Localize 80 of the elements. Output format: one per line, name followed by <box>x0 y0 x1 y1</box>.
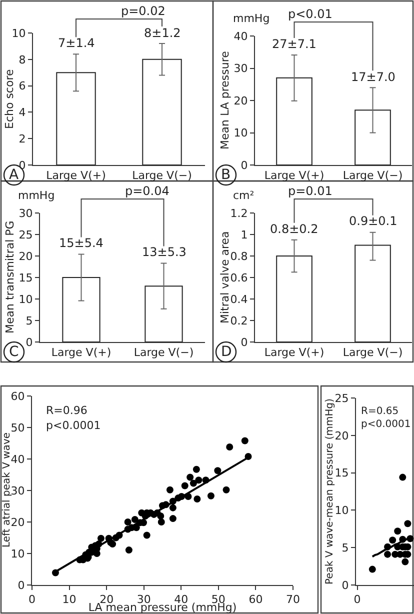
x-tick-label: 70 <box>286 593 300 606</box>
x-tick-label: Large V(+) <box>51 346 112 360</box>
y-tick-label: 20 <box>18 250 33 263</box>
y-tick-label: 15 <box>18 271 33 284</box>
y-tick-label: 20 <box>334 429 349 442</box>
y-tick-label: 20 <box>10 516 25 529</box>
x-tick-label: Large V(−) <box>132 169 192 182</box>
y-tick-label: 0 <box>18 578 25 592</box>
annotation: p<0.0001 <box>46 419 101 432</box>
data-label: 8±1.2 <box>144 26 181 40</box>
data-label: 0.8±0.2 <box>270 222 318 236</box>
y-tick-label: 0.2 <box>230 314 248 328</box>
text: p=0.04 <box>125 184 170 198</box>
y-axis-title: Mean transmitral PG <box>4 220 16 334</box>
y-axis-title: Mean LA pressure <box>218 50 232 150</box>
y-tick-label: 5 <box>342 541 349 554</box>
y-tick-label: 30 <box>18 206 33 220</box>
x-tick-label: 10 <box>62 593 76 606</box>
text: mmHg <box>18 189 55 202</box>
data-label: 7±1.4 <box>58 36 95 50</box>
data-label: 15±5.4 <box>59 236 104 250</box>
y-tick-label: 30 <box>234 62 248 76</box>
x-tick-label: 0 <box>354 593 361 606</box>
text: B <box>221 167 231 183</box>
y-tick-label: 0 <box>240 336 248 349</box>
y-tick-label: 10 <box>334 504 349 518</box>
y-tick-label: 1.2 <box>230 206 248 220</box>
x-tick-label: 30 <box>136 593 151 606</box>
text: A <box>9 167 19 183</box>
y-tick-label: 0.6 <box>230 271 248 284</box>
data-label: 13±5.3 <box>142 245 186 259</box>
y-tick-label: 25 <box>18 228 33 242</box>
y-axis-title: Left atrial peak V wave <box>2 432 12 548</box>
y-tick-label: 25 <box>334 392 349 405</box>
text: mmHg <box>233 12 270 25</box>
text: p<0.01 <box>288 7 332 21</box>
y-tick-label: 60 <box>10 390 25 403</box>
y-tick-label: 10 <box>18 292 33 306</box>
y-tick-label: 8 <box>18 53 26 66</box>
annotation: p<0.0001 <box>361 419 411 430</box>
y-tick-label: 6 <box>18 80 26 93</box>
y-tick-label: 10 <box>12 26 26 40</box>
text: p=0.01 <box>288 184 332 198</box>
x-tick-label: Large V(+) <box>264 169 324 182</box>
text: D <box>221 344 232 360</box>
x-tick-label: 20 <box>100 593 114 606</box>
y-tick-label: 5 <box>26 314 33 328</box>
y-axis-title: Peak V wave-mean pressure (mmHg) <box>324 398 336 584</box>
y-tick-label: 30 <box>10 484 25 498</box>
y-tick-label: 40 <box>234 30 248 43</box>
y-tick-label: 2 <box>18 132 26 146</box>
y-tick-label: 0.8 <box>230 250 248 263</box>
y-tick-label: 40 <box>10 452 25 466</box>
y-tick-label: 0 <box>26 336 33 349</box>
text: p=0.02 <box>121 4 166 18</box>
data-label: 0.9±0.1 <box>349 214 398 228</box>
y-tick-label: 50 <box>10 421 25 434</box>
annotation: R=0.96 <box>46 404 88 417</box>
y-tick-label: 10 <box>234 126 248 140</box>
y-axis-title: Echo score <box>3 69 16 129</box>
y-tick-label: 10 <box>10 547 25 560</box>
x-tick-label: Large V(−) <box>342 169 403 182</box>
text: cm² <box>233 189 254 202</box>
x-tick-label: Large V(+) <box>264 346 324 360</box>
data-label: 17±7.0 <box>351 70 396 84</box>
x-tick-label: Large V(−) <box>134 346 194 360</box>
y-tick-label: 4 <box>18 106 26 120</box>
x-tick-label: Large V(−) <box>342 346 403 360</box>
y-tick-label: 1 <box>240 228 248 242</box>
data-label: 27±7.1 <box>272 37 316 51</box>
y-tick-label: 0 <box>240 158 248 172</box>
y-tick-label: 0 <box>342 578 349 592</box>
x-tick-label: 40 <box>174 593 188 606</box>
annotation: R=0.65 <box>361 406 399 417</box>
text: C <box>9 344 19 360</box>
y-tick-label: 20 <box>234 94 248 108</box>
y-tick-label: 15 <box>334 466 349 480</box>
y-tick-label: 0.4 <box>230 292 248 306</box>
y-axis-title: Mitral valve area <box>218 231 232 324</box>
x-tick-label: Large V(+) <box>46 169 106 182</box>
